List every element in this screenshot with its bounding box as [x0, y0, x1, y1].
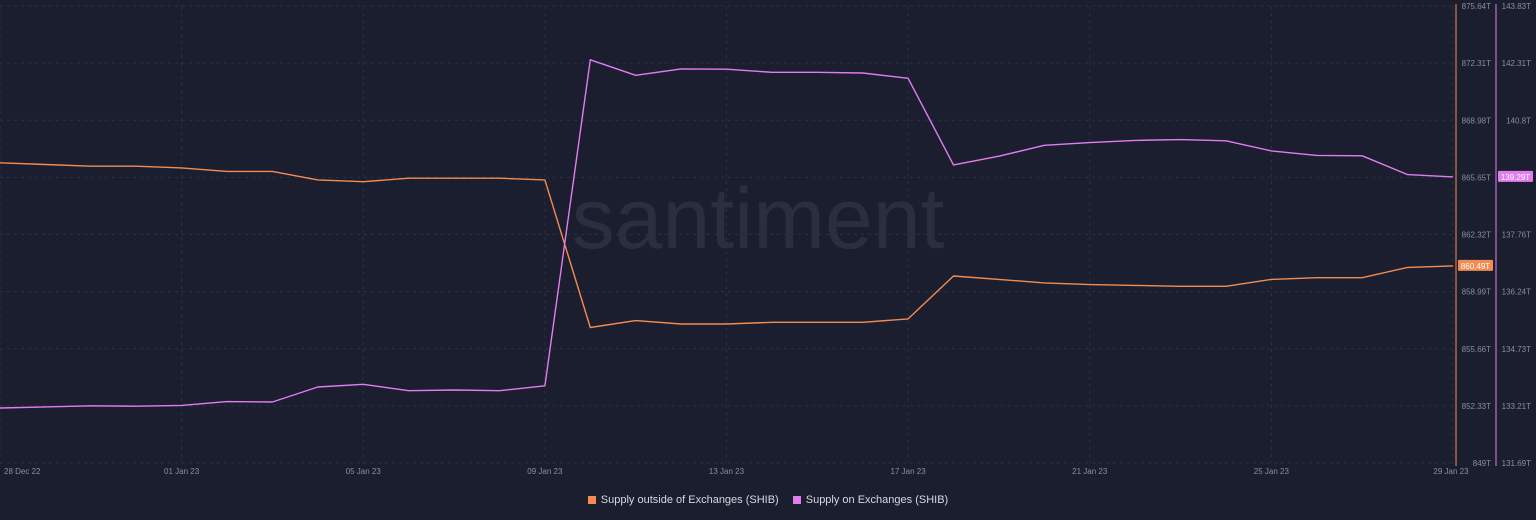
- series-line: [0, 59, 1454, 409]
- series-layer: [0, 59, 1454, 409]
- y-tick-label: 868.98T: [1462, 116, 1491, 125]
- last-value-label: 860.49T: [1461, 262, 1490, 271]
- y-tick-label: 134.73T: [1502, 345, 1531, 354]
- y-tick-label: 136.24T: [1502, 288, 1531, 297]
- axis-layer: [1455, 4, 1497, 466]
- y-tick-label: 875.64T: [1462, 2, 1491, 11]
- last-value-label: 139.29T: [1501, 173, 1530, 182]
- x-tick-label: 25 Jan 23: [1254, 467, 1290, 476]
- legend-item-supply-on[interactable]: Supply on Exchanges (SHIB): [792, 494, 949, 506]
- legend-item-supply-outside[interactable]: Supply outside of Exchanges (SHIB): [587, 494, 779, 506]
- x-tick-label: 05 Jan 23: [346, 467, 382, 476]
- y-tick-label: 858.99T: [1462, 288, 1491, 297]
- y-tick-label: 855.66T: [1462, 345, 1491, 354]
- legend-swatch-orange: [587, 496, 596, 504]
- y-tick-label: 852.33T: [1462, 402, 1491, 411]
- line-chart: santiment 875.64T 872.31T 868.98T 865.65T 86…: [0, 2, 1533, 476]
- label-layer: 875.64T 872.31T 868.98T 865.65T 862.32T 858.9…: [4, 2, 1533, 476]
- x-tick-label: 28 Dec 22: [4, 467, 41, 476]
- legend-label: Supply on Exchanges (SHIB): [805, 494, 949, 506]
- y-tick-label: 143.83T: [1502, 2, 1531, 11]
- series-line: [0, 162, 1454, 329]
- y-tick-label: 142.31T: [1502, 59, 1531, 68]
- y-tick-label: 137.76T: [1502, 231, 1531, 240]
- last-value-badge: [1458, 259, 1493, 271]
- legend-label: Supply outside of Exchanges (SHIB): [600, 494, 779, 506]
- y-tick-label: 140.8T: [1506, 116, 1531, 125]
- x-tick-label: 01 Jan 23: [164, 467, 200, 476]
- legend-swatch-pink: [792, 496, 801, 504]
- x-tick-label: 17 Jan 23: [891, 467, 927, 476]
- x-tick-label: 21 Jan 23: [1072, 467, 1108, 476]
- x-tick-label: 29 Jan 23: [1433, 467, 1469, 476]
- x-tick-label: 13 Jan 23: [709, 467, 745, 476]
- grid-layer: [0, 5, 1454, 464]
- y-tick-label: 862.32T: [1462, 231, 1491, 240]
- x-tick-label: 09 Jan 23: [527, 467, 563, 476]
- y-tick-label: 849T: [1473, 459, 1491, 468]
- y-tick-label: 131.69T: [1502, 459, 1531, 468]
- y-tick-label: 865.65T: [1462, 173, 1491, 182]
- y-tick-label: 872.31T: [1462, 59, 1491, 68]
- y-tick-label: 133.21T: [1502, 402, 1531, 411]
- last-value-badge: [1498, 170, 1533, 182]
- legend: Supply outside of Exchanges (SHIB) Suppl…: [0, 494, 1536, 506]
- watermark: santiment: [572, 171, 945, 267]
